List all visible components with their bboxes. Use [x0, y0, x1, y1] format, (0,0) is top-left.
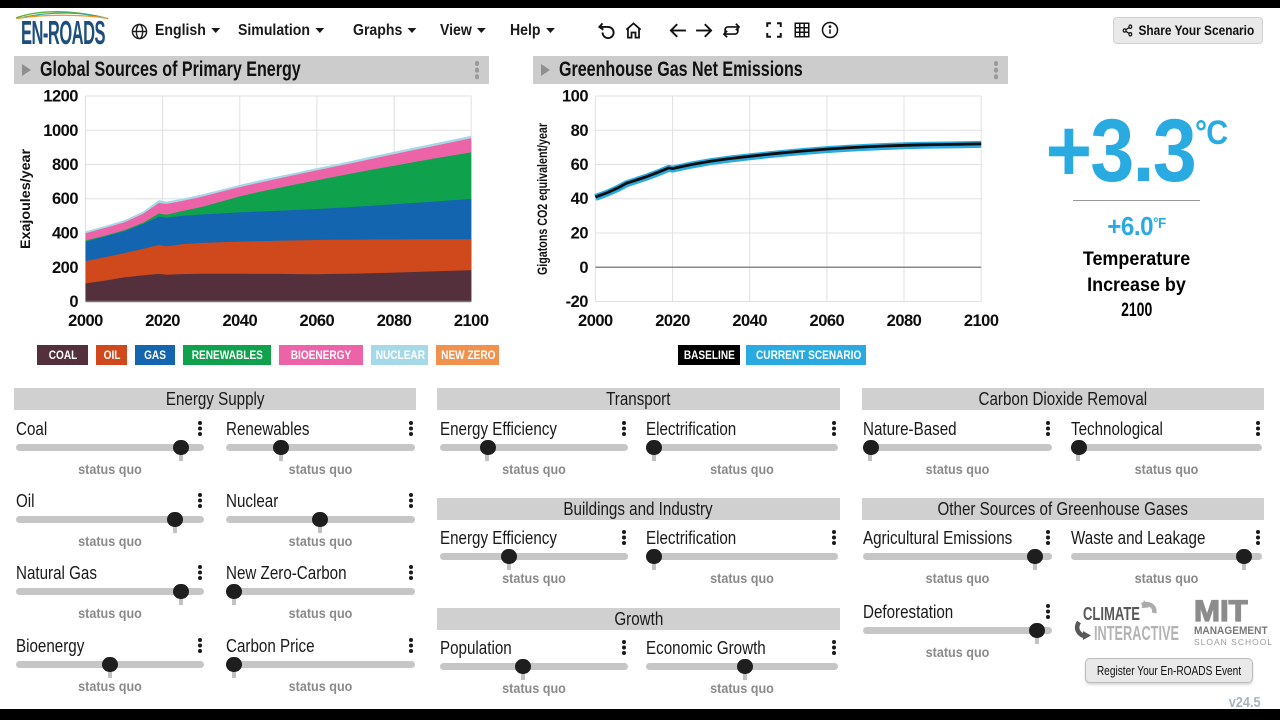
svg-text:1200: 1200 — [43, 88, 78, 106]
svg-text:2000: 2000 — [578, 312, 613, 330]
svg-text:2040: 2040 — [732, 312, 767, 330]
svg-text:100: 100 — [562, 88, 588, 106]
svg-text:2100: 2100 — [454, 312, 489, 330]
svg-text:2080: 2080 — [377, 312, 412, 330]
svg-text:0: 0 — [579, 259, 588, 277]
svg-text:800: 800 — [52, 156, 78, 174]
svg-text:2000: 2000 — [68, 312, 103, 330]
svg-text:CLIMATE: CLIMATE — [1083, 603, 1140, 624]
svg-text:2020: 2020 — [145, 312, 180, 330]
svg-text:60: 60 — [571, 156, 589, 174]
svg-text:1000: 1000 — [43, 122, 78, 140]
svg-text:200: 200 — [52, 259, 78, 277]
svg-text:2060: 2060 — [300, 312, 335, 330]
svg-text:0: 0 — [69, 293, 78, 311]
svg-text:-20: -20 — [566, 293, 589, 311]
svg-text:80: 80 — [571, 122, 589, 140]
svg-text:20: 20 — [571, 225, 589, 243]
svg-text:2080: 2080 — [887, 312, 922, 330]
svg-text:2060: 2060 — [810, 312, 845, 330]
svg-text:Exajoules/year: Exajoules/year — [17, 148, 33, 249]
svg-text:2100: 2100 — [964, 312, 999, 330]
svg-text:2020: 2020 — [655, 312, 690, 330]
svg-text:Gigatons CO2 equivalent/year: Gigatons CO2 equivalent/year — [534, 123, 550, 275]
svg-text:INTERACTIVE: INTERACTIVE — [1094, 623, 1179, 645]
svg-text:40: 40 — [571, 190, 589, 208]
svg-text:400: 400 — [52, 225, 78, 243]
svg-text:2040: 2040 — [222, 312, 257, 330]
svg-text:600: 600 — [52, 190, 78, 208]
